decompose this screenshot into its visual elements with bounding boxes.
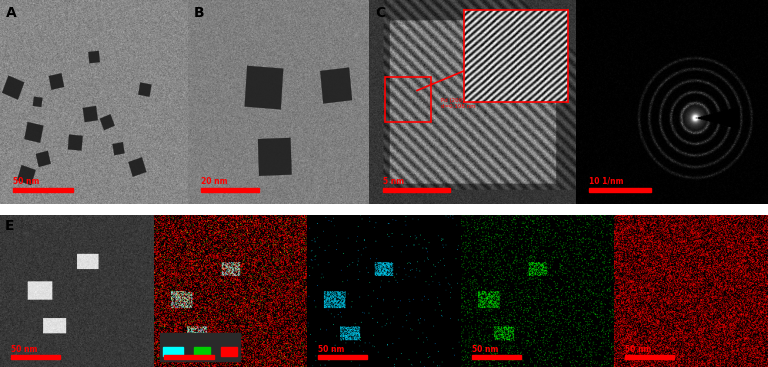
Polygon shape <box>113 142 124 155</box>
Text: 50 nm: 50 nm <box>625 345 651 354</box>
Bar <box>318 355 367 359</box>
Text: B: B <box>194 6 204 20</box>
Polygon shape <box>68 135 83 150</box>
Bar <box>200 188 259 192</box>
Text: 50 nm: 50 nm <box>472 345 498 354</box>
Bar <box>160 334 240 361</box>
Bar <box>194 347 210 356</box>
Polygon shape <box>258 138 292 176</box>
Text: 50 nm: 50 nm <box>163 338 182 343</box>
Text: 50 nm: 50 nm <box>164 345 190 354</box>
Text: A: A <box>5 6 16 20</box>
Text: 10 1/nm: 10 1/nm <box>590 177 624 186</box>
Bar <box>13 188 74 192</box>
Bar <box>11 355 60 359</box>
Bar <box>472 355 521 359</box>
Text: 50 nm: 50 nm <box>318 345 344 354</box>
Bar <box>590 188 651 192</box>
Polygon shape <box>33 97 42 107</box>
Polygon shape <box>36 151 51 167</box>
Polygon shape <box>83 106 98 122</box>
Polygon shape <box>100 114 114 130</box>
Polygon shape <box>17 165 35 185</box>
Text: C: C <box>240 349 243 354</box>
Text: 20 nm: 20 nm <box>200 177 227 186</box>
Polygon shape <box>320 68 352 103</box>
Bar <box>221 347 237 356</box>
Polygon shape <box>245 66 283 109</box>
Bar <box>386 77 431 122</box>
Polygon shape <box>2 76 25 99</box>
Text: E: E <box>5 219 14 233</box>
Bar <box>625 355 674 359</box>
Text: D: D <box>582 6 593 20</box>
Text: Pd (200)
d=0.198 nm: Pd (200) d=0.198 nm <box>441 98 476 109</box>
Text: 50 nm: 50 nm <box>11 345 37 354</box>
Text: O: O <box>214 349 218 354</box>
Polygon shape <box>49 73 64 90</box>
Text: Pd: Pd <box>186 349 194 354</box>
Text: 5 nm: 5 nm <box>383 177 404 186</box>
Bar <box>383 188 449 192</box>
Bar <box>163 347 183 356</box>
Bar <box>164 355 214 359</box>
Polygon shape <box>128 157 146 177</box>
Polygon shape <box>88 51 100 63</box>
Text: C: C <box>375 6 385 20</box>
Text: 50 nm: 50 nm <box>13 177 39 186</box>
Polygon shape <box>25 122 43 143</box>
Polygon shape <box>138 83 151 97</box>
